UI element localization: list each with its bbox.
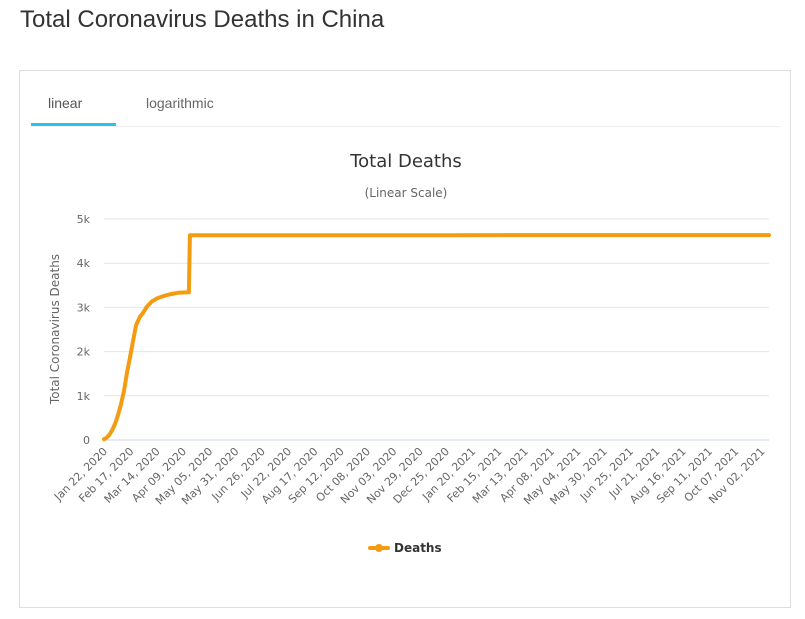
legend-marker-dot (375, 544, 383, 552)
chart-title: Total Deaths (349, 151, 462, 172)
tab-linear[interactable]: linear (48, 95, 83, 111)
y-axis-title: Total Coronavirus Deaths (48, 254, 62, 405)
y-tick-label: 5k (77, 213, 91, 226)
scale-tabs: linear logarithmic (31, 71, 780, 127)
series-line-deaths[interactable] (102, 233, 771, 442)
legend-label-deaths: Deaths (394, 541, 442, 555)
chart-panel: linear logarithmic (19, 70, 791, 608)
y-tick-label: 1k (77, 390, 91, 403)
active-tab-indicator (31, 123, 116, 126)
legend[interactable]: Deaths (368, 541, 442, 555)
y-tick-label: 0 (83, 434, 90, 447)
y-axis-ticks: 0 1k 2k 3k 4k 5k (77, 213, 91, 447)
chart-subtitle: (Linear Scale) (365, 186, 448, 200)
page-title: Total Coronavirus Deaths in China (20, 6, 385, 33)
tab-logarithmic[interactable]: logarithmic (146, 95, 214, 111)
y-tick-label: 2k (77, 346, 91, 359)
y-tick-label: 4k (77, 257, 91, 270)
grid-lines (104, 218, 769, 397)
y-tick-label: 3k (77, 301, 91, 314)
